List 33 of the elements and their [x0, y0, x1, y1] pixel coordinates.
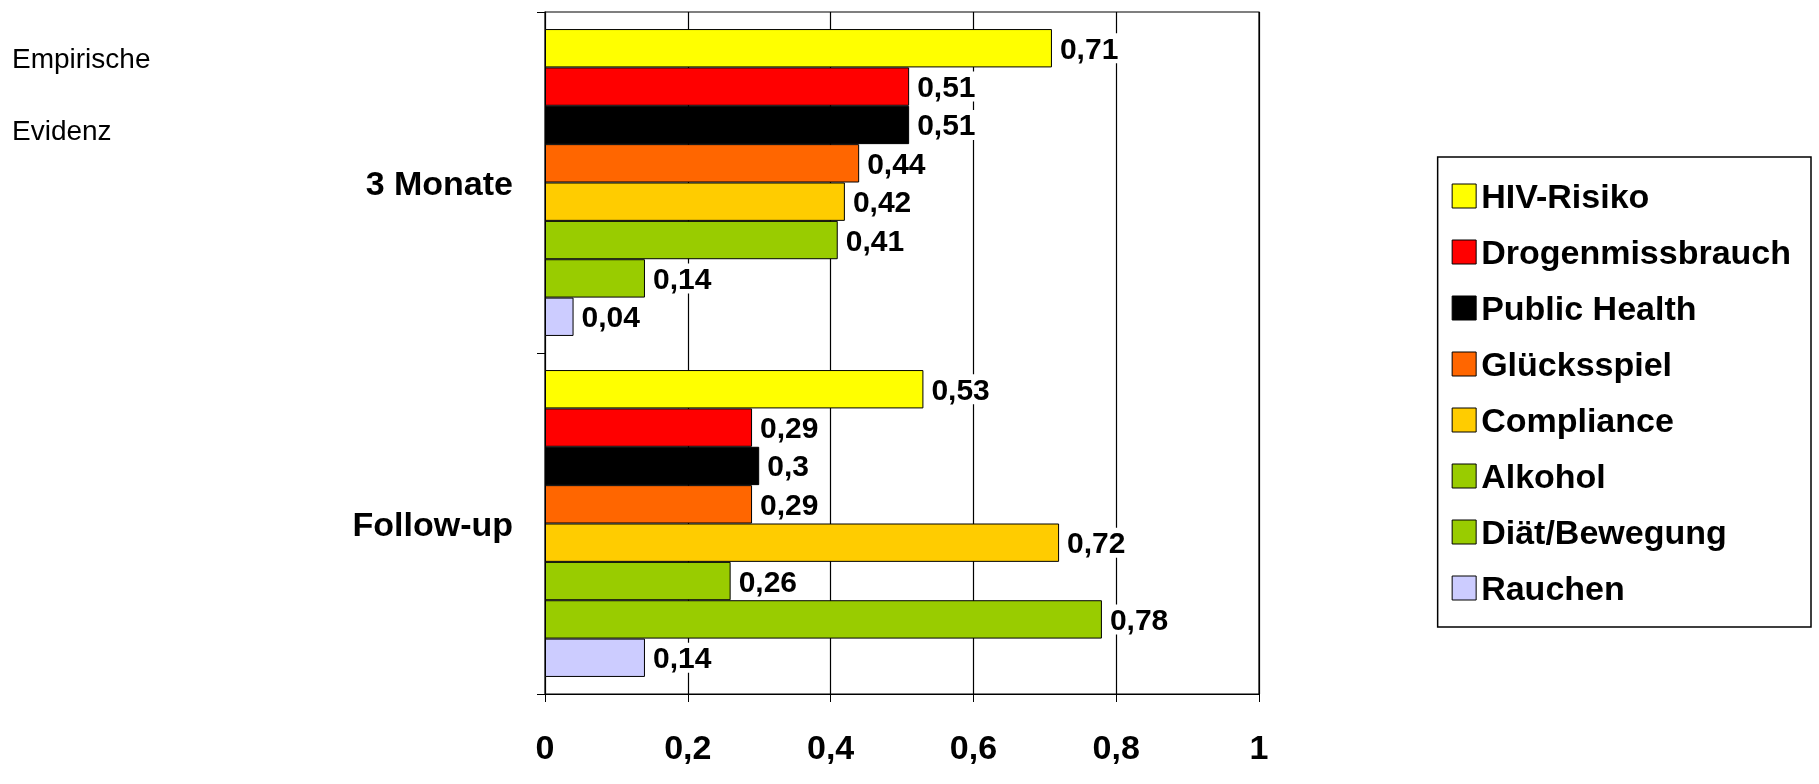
data-label: 0,26	[738, 564, 798, 598]
data-label: 0,44	[867, 146, 926, 180]
legend-label: Drogenmissbrauch	[1481, 233, 1792, 271]
legend-label: Rauchen	[1481, 569, 1625, 607]
data-label: 0,04	[581, 300, 641, 334]
legend-label: Glücksspiel	[1481, 345, 1673, 383]
y-tick-label: Follow-up	[352, 504, 513, 543]
data-label: 0,72	[1067, 526, 1126, 560]
data-label: 0,71	[1059, 31, 1119, 65]
data-label: 0,29	[760, 411, 819, 445]
data-label: 0,51	[917, 70, 976, 104]
x-tick-label: 1	[1249, 728, 1269, 766]
legend-label: Public Health	[1481, 289, 1697, 327]
data-label: 0,78	[1109, 602, 1169, 636]
text: Empirische Evidenz	[12, 42, 151, 146]
x-tick-label: 0,2	[664, 728, 712, 766]
data-label: 0,53	[931, 372, 990, 406]
x-tick-label: 0,4	[806, 728, 855, 766]
data-label: 0,42	[852, 185, 912, 219]
data-label: 0,41	[845, 223, 905, 257]
data-label: 0,14	[652, 261, 712, 295]
legend-label: Diät/Bewegung	[1481, 513, 1727, 551]
legend-label: HIV-Risiko	[1481, 177, 1650, 215]
y-tick-label: 3 Monate	[365, 163, 513, 202]
x-tick-label: 0,8	[1092, 728, 1140, 766]
legend-label: Alkohol	[1481, 457, 1606, 495]
data-label: 0,29	[760, 487, 819, 521]
x-tick-label: 0	[535, 728, 555, 766]
data-label: 0,3	[767, 449, 809, 483]
x-tick-label: 0,6	[949, 728, 998, 766]
data-label: 0,51	[917, 108, 976, 142]
legend-label: Compliance	[1481, 401, 1674, 439]
data-label: 0,14	[652, 641, 712, 675]
